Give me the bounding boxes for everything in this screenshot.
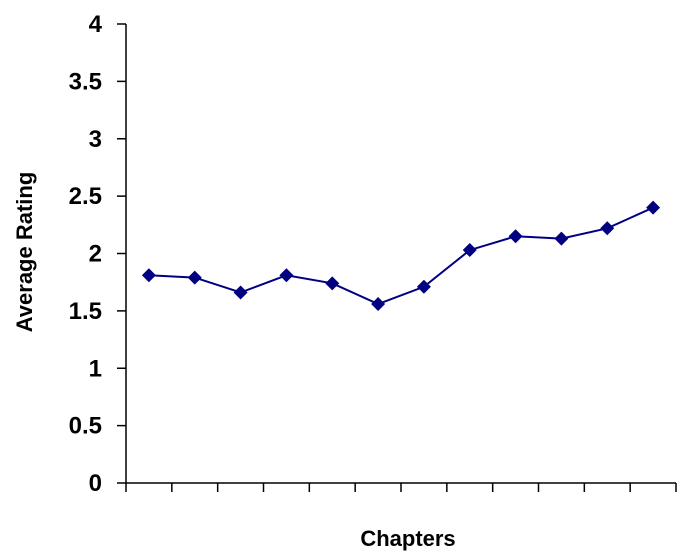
data-point: [371, 296, 386, 311]
x-axis: [125, 482, 677, 492]
y-tick-label: 1.5: [69, 298, 102, 325]
data-point: [554, 231, 569, 246]
y-tick-label: 2.5: [69, 183, 102, 210]
y-tick-label: 0.5: [69, 413, 102, 440]
y-tick-label: 2: [89, 241, 102, 268]
y-tick-label: 3.5: [69, 68, 102, 95]
data-point: [508, 229, 523, 244]
y-axis: 0 0.5 1 1.5 2 2.5 3 3.5 4: [69, 11, 127, 497]
data-point: [416, 279, 431, 294]
data-point: [462, 243, 477, 258]
x-axis-title: Chapters: [360, 526, 455, 551]
data-point: [187, 270, 202, 285]
data-point: [233, 285, 248, 300]
data-point: [325, 276, 340, 291]
data-point: [279, 268, 294, 283]
y-tick-label: 0: [89, 470, 102, 497]
series-group: [141, 200, 661, 311]
y-tick-label: 4: [89, 11, 103, 38]
data-point: [646, 200, 661, 215]
data-point: [600, 221, 615, 236]
series-line: [148, 206, 654, 306]
data-point: [141, 268, 156, 283]
y-axis-title: Average Rating: [12, 172, 37, 333]
y-tick-label: 1: [89, 355, 102, 382]
y-tick-label: 3: [89, 126, 102, 153]
